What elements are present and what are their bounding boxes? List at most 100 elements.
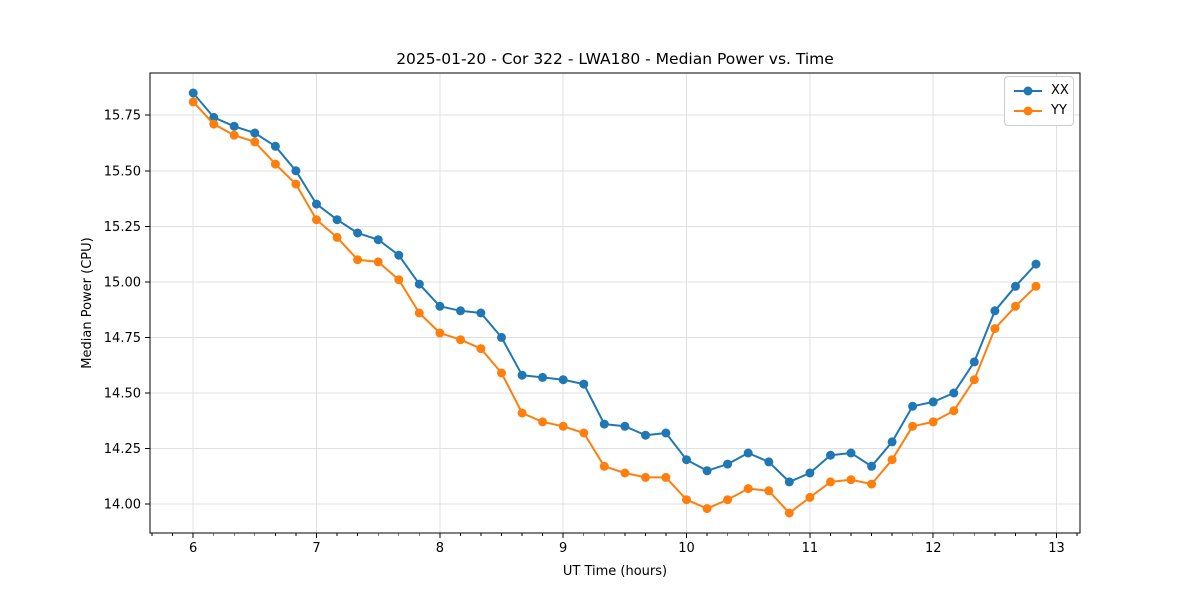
data-point-XX bbox=[517, 370, 527, 380]
x-tick-label: 11 bbox=[802, 541, 819, 556]
data-point-YY bbox=[908, 421, 918, 431]
y-tick-label: 15.75 bbox=[104, 109, 141, 124]
data-point-XX bbox=[723, 459, 733, 469]
data-point-XX bbox=[497, 332, 506, 342]
data-point-XX bbox=[764, 457, 774, 467]
data-point-YY bbox=[476, 344, 486, 354]
series-line-YY bbox=[192, 100, 1037, 514]
data-point-YY bbox=[332, 232, 342, 242]
data-point-YY bbox=[353, 255, 363, 265]
data-point-XX bbox=[332, 215, 342, 225]
legend: XX YY bbox=[1004, 76, 1074, 126]
data-point-XX bbox=[476, 308, 486, 318]
data-point-XX bbox=[661, 428, 671, 438]
data-point-YY bbox=[805, 492, 815, 502]
data-point-YY bbox=[579, 428, 589, 438]
data-point-YY bbox=[969, 375, 979, 385]
data-point-XX bbox=[784, 477, 794, 487]
y-tick-label: 15.50 bbox=[104, 164, 141, 179]
data-point-YY bbox=[867, 479, 877, 489]
data-point-YY bbox=[229, 130, 239, 140]
data-point-YY bbox=[887, 455, 897, 465]
data-point-YY bbox=[702, 504, 712, 514]
data-point-YY bbox=[312, 215, 321, 225]
data-point-XX bbox=[702, 466, 712, 476]
data-point-YY bbox=[949, 406, 959, 416]
y-tick-label: 14.00 bbox=[104, 498, 141, 513]
data-point-XX bbox=[579, 379, 589, 389]
data-point-YY bbox=[826, 477, 835, 487]
data-point-YY bbox=[928, 417, 938, 427]
data-point-XX bbox=[1011, 281, 1020, 291]
y-tick-label: 15.25 bbox=[104, 220, 141, 235]
data-point-YY bbox=[784, 508, 794, 518]
x-axis-label: UT Time (hours) bbox=[562, 564, 668, 579]
data-point-YY bbox=[188, 97, 198, 107]
data-point-XX bbox=[456, 306, 465, 316]
data-point-XX bbox=[599, 419, 609, 429]
data-point-XX bbox=[867, 461, 877, 471]
legend-sample-line-icon bbox=[1014, 106, 1042, 116]
data-point-XX bbox=[805, 468, 815, 478]
x-tick-label: 7 bbox=[312, 541, 320, 556]
x-tick-label: 12 bbox=[925, 541, 942, 556]
data-point-YY bbox=[209, 119, 219, 129]
data-point-XX bbox=[620, 421, 630, 431]
x-tick-label: 10 bbox=[678, 541, 695, 556]
data-point-XX bbox=[394, 250, 404, 260]
data-point-XX bbox=[373, 235, 383, 245]
legend-sample-line-icon bbox=[1014, 86, 1042, 96]
data-point-YY bbox=[517, 408, 527, 418]
data-point-YY bbox=[743, 484, 753, 494]
y-tick-label: 15.00 bbox=[104, 275, 141, 290]
data-point-YY bbox=[846, 475, 856, 485]
data-point-YY bbox=[414, 308, 424, 318]
data-point-XX bbox=[641, 430, 650, 440]
data-point-YY bbox=[990, 324, 1000, 334]
x-tick-label: 6 bbox=[189, 541, 197, 556]
data-point-YY bbox=[599, 461, 609, 471]
data-point-YY bbox=[723, 495, 733, 505]
data-point-XX bbox=[250, 128, 260, 138]
data-point-XX bbox=[538, 372, 548, 382]
y-tick-label: 14.25 bbox=[104, 442, 141, 457]
legend-item-yy: YY bbox=[1012, 101, 1067, 121]
legend-item-xx: XX bbox=[1012, 81, 1069, 101]
data-point-YY bbox=[497, 368, 506, 378]
data-point-YY bbox=[558, 421, 568, 431]
data-point-XX bbox=[558, 375, 568, 385]
data-point-XX bbox=[229, 121, 239, 131]
data-point-YY bbox=[291, 179, 301, 189]
data-point-XX bbox=[270, 141, 280, 151]
data-point-YY bbox=[456, 335, 465, 345]
data-point-YY bbox=[250, 137, 260, 147]
data-point-XX bbox=[908, 401, 918, 411]
data-point-YY bbox=[270, 159, 280, 169]
data-point-YY bbox=[373, 257, 383, 267]
data-point-XX bbox=[435, 301, 445, 311]
data-point-XX bbox=[353, 228, 363, 238]
data-point-XX bbox=[969, 357, 979, 367]
x-tick-label: 9 bbox=[559, 541, 567, 556]
data-point-XX bbox=[414, 279, 424, 289]
data-point-XX bbox=[743, 448, 753, 458]
data-point-XX bbox=[1031, 259, 1041, 269]
data-point-XX bbox=[209, 112, 219, 122]
data-point-XX bbox=[291, 166, 301, 176]
data-point-YY bbox=[538, 417, 548, 427]
y-tick-label: 14.75 bbox=[104, 331, 141, 346]
y-tick-label: 14.50 bbox=[104, 387, 141, 402]
chart-title: 2025-01-20 - Cor 322 - LWA180 - Median P… bbox=[396, 50, 834, 68]
data-point-XX bbox=[682, 455, 691, 465]
data-point-YY bbox=[764, 486, 774, 496]
legend-label: YY bbox=[1051, 103, 1067, 118]
data-point-YY bbox=[394, 275, 404, 285]
data-point-XX bbox=[887, 437, 897, 447]
data-point-XX bbox=[846, 448, 856, 458]
data-point-YY bbox=[1011, 301, 1020, 311]
data-point-XX bbox=[312, 199, 321, 209]
axes-spines bbox=[149, 72, 1081, 534]
x-tick-label: 13 bbox=[1048, 541, 1065, 556]
